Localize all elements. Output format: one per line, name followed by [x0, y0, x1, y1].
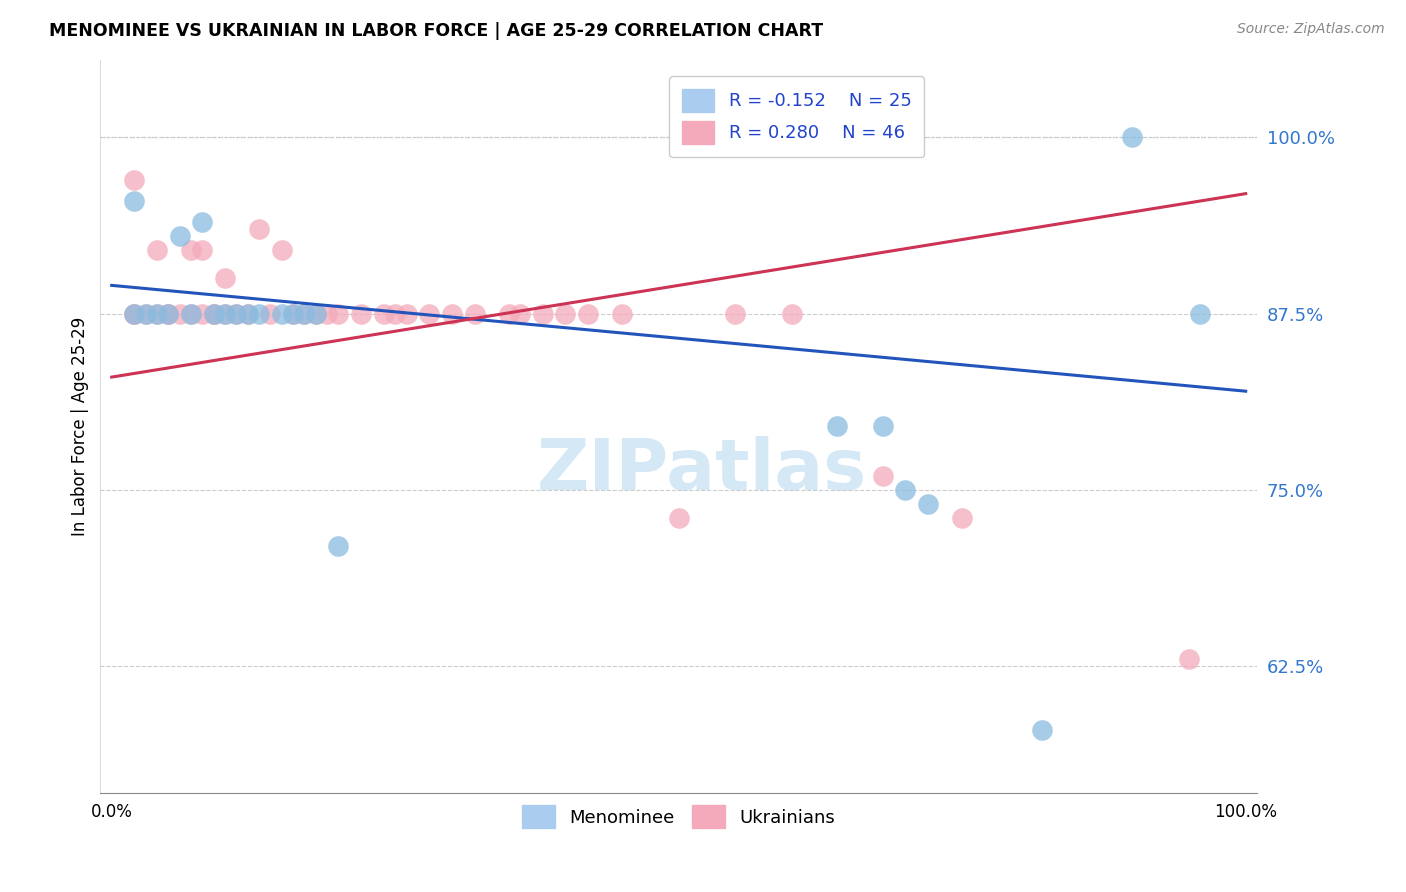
Point: [464, 307, 486, 321]
Point: [270, 243, 292, 257]
Point: [509, 307, 531, 321]
Point: [124, 307, 146, 321]
Point: [328, 540, 350, 554]
Point: [247, 222, 270, 236]
Point: [146, 243, 169, 257]
Point: [950, 511, 973, 525]
Point: [202, 307, 225, 321]
Point: [202, 307, 225, 321]
Point: [350, 307, 373, 321]
Point: [124, 194, 146, 208]
Point: [1178, 652, 1201, 666]
Point: [214, 307, 236, 321]
Text: MENOMINEE VS UKRAINIAN IN LABOR FORCE | AGE 25-29 CORRELATION CHART: MENOMINEE VS UKRAINIAN IN LABOR FORCE | …: [49, 22, 824, 40]
Point: [157, 307, 180, 321]
Point: [894, 483, 917, 497]
Point: [236, 307, 259, 321]
Point: [124, 307, 146, 321]
Point: [191, 215, 214, 229]
Point: [498, 307, 520, 321]
Text: ZIPatlas: ZIPatlas: [537, 436, 868, 505]
Point: [236, 307, 259, 321]
Point: [169, 307, 191, 321]
Text: Source: ZipAtlas.com: Source: ZipAtlas.com: [1237, 22, 1385, 37]
Point: [247, 307, 270, 321]
Point: [827, 419, 849, 434]
Point: [531, 307, 554, 321]
Point: [135, 307, 157, 321]
Point: [1189, 307, 1212, 321]
Point: [316, 307, 339, 321]
Point: [384, 307, 406, 321]
Legend: Menominee, Ukrainians: Menominee, Ukrainians: [515, 798, 842, 836]
Point: [554, 307, 576, 321]
Point: [225, 307, 247, 321]
Point: [305, 307, 328, 321]
Point: [872, 419, 894, 434]
Point: [418, 307, 440, 321]
Point: [576, 307, 599, 321]
Point: [157, 307, 180, 321]
Point: [610, 307, 633, 321]
Point: [180, 307, 202, 321]
Point: [180, 243, 202, 257]
Point: [225, 307, 247, 321]
Point: [1121, 130, 1143, 145]
Point: [440, 307, 463, 321]
Point: [214, 307, 236, 321]
Point: [294, 307, 316, 321]
Point: [169, 229, 191, 244]
Point: [1031, 723, 1053, 737]
Point: [124, 307, 146, 321]
Point: [872, 468, 894, 483]
Point: [668, 511, 690, 525]
Point: [191, 307, 214, 321]
Point: [135, 307, 157, 321]
Point: [373, 307, 395, 321]
Point: [146, 307, 169, 321]
Point: [214, 271, 236, 285]
Point: [395, 307, 418, 321]
Point: [124, 172, 146, 186]
Point: [724, 307, 747, 321]
Point: [328, 307, 350, 321]
Point: [202, 307, 225, 321]
Point: [305, 307, 328, 321]
Point: [146, 307, 169, 321]
Point: [294, 307, 316, 321]
Point: [191, 243, 214, 257]
Point: [281, 307, 304, 321]
Point: [917, 497, 939, 511]
Point: [157, 307, 180, 321]
Point: [281, 307, 304, 321]
Point: [180, 307, 202, 321]
Point: [270, 307, 292, 321]
Y-axis label: In Labor Force | Age 25-29: In Labor Force | Age 25-29: [72, 317, 89, 536]
Point: [780, 307, 803, 321]
Point: [259, 307, 281, 321]
